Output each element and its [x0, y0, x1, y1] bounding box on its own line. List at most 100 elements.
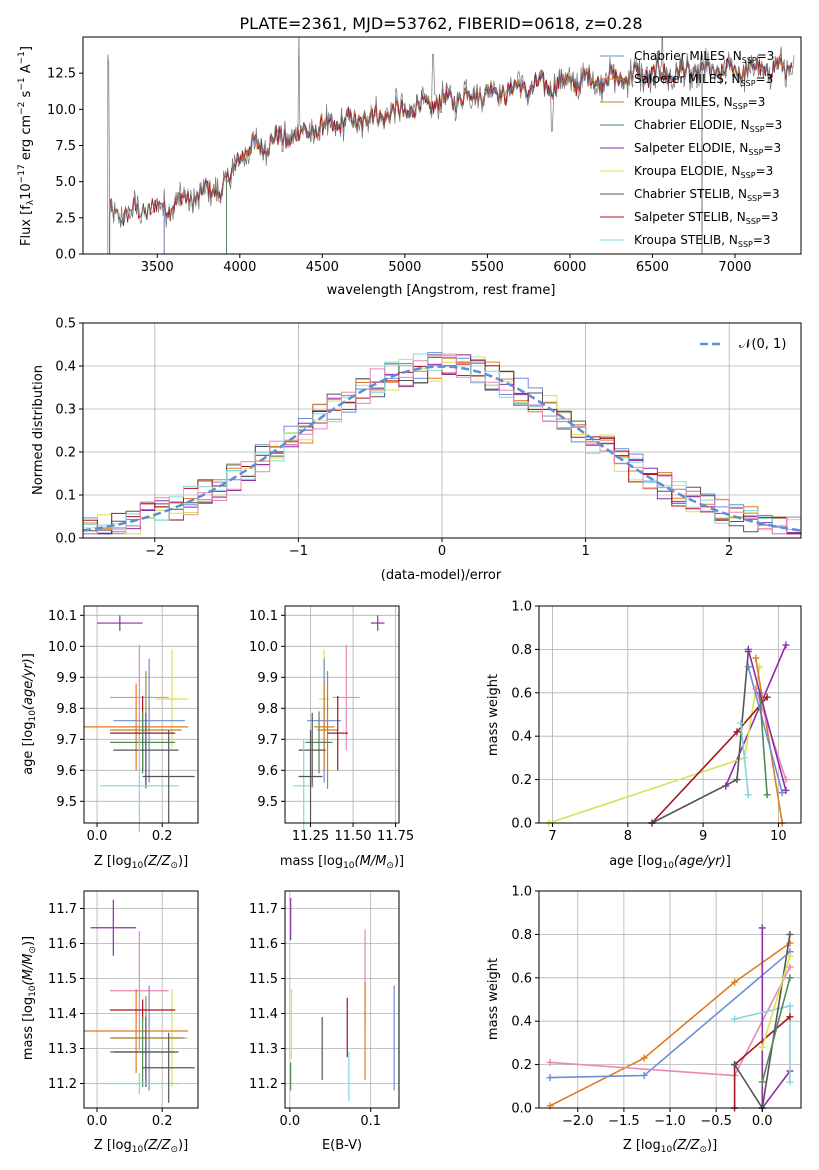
mass-weight-marker [640, 1054, 648, 1062]
massEBV-ticks: 0.0 0.1 11.2 11.3 11.4 11.5 11.6 11.7 [249, 902, 381, 1129]
y-tick-label: 0.0 [511, 1102, 532, 1117]
ageZ-frame [83, 605, 199, 824]
x-tick-label: 6000 [553, 260, 586, 275]
gaussian-curve [82, 365, 802, 532]
y-tick-label: 0.4 [511, 730, 532, 745]
ageZ-xlabel: Z [log10(Z/Z⊙)] [94, 854, 188, 871]
legend-label: Kroupa MILES, NSSP=3 [634, 95, 765, 111]
x-tick-label: 11.50 [334, 829, 371, 844]
y-tick-label: 11.6 [249, 937, 278, 952]
massEBV-frame [284, 890, 400, 1109]
residuals-histograms [83, 352, 801, 535]
x-tick-label: 3500 [141, 260, 174, 275]
mass-weight-marker [786, 1078, 794, 1086]
mwZ-ylabel: mass weight [486, 958, 501, 1040]
y-tick-label: 11.5 [249, 972, 278, 987]
x-tick-label: 4500 [306, 260, 339, 275]
mass-weight-marker [733, 776, 741, 784]
massweight-vs-Z-panel: −2.0 −1.5 −1.0 −0.5 0.0 0.0 0.2 0.4 0.6 0.8 1.0 [511, 885, 802, 1130]
ageZ-ylabel: age [log10(age/yr)] [21, 653, 38, 775]
mass-weight-marker [786, 930, 794, 938]
massEBV-grid [285, 891, 399, 1108]
massweight-vs-age-panel: 7 8 9 10 0.0 0.2 0.4 0.6 0.8 1.0 [511, 600, 802, 844]
mwZ-xlabel: Z [log10(Z/Z⊙)] [623, 1138, 717, 1155]
mass-weight-marker [786, 1013, 794, 1021]
y-tick-label: 0.8 [511, 928, 532, 943]
x-tick-label: 0.0 [752, 1114, 773, 1129]
y-tick-label: 11.4 [249, 1007, 278, 1022]
massZ-xlabel: Z [log10(Z/Z⊙)] [94, 1138, 188, 1155]
mass-weight-marker [546, 1074, 554, 1082]
mass-weight-marker [546, 1058, 554, 1066]
y-tick-label: 0.4 [511, 1015, 532, 1030]
x-tick-label: −1.5 [608, 1114, 640, 1129]
residuals-frame [82, 322, 802, 539]
mass-weight-marker [763, 791, 771, 799]
y-tick-label: 11.3 [48, 1042, 77, 1057]
legend-label: Chabrier ELODIE, NSSP=3 [634, 118, 782, 134]
mass-weight-marker [731, 1015, 739, 1023]
y-tick-label: 10.1 [249, 609, 278, 624]
x-tick-label: 4000 [223, 260, 256, 275]
mwAge-data [545, 641, 790, 827]
mass-weight-marker [786, 1002, 794, 1010]
mass-weight-marker [744, 645, 752, 653]
age-vs-mass-panel: 11.25 11.50 11.75 9.5 9.6 9.7 9.8 9.9 10.0 10.1 [249, 605, 414, 844]
y-tick-label: 11.4 [48, 1007, 77, 1022]
y-tick-label: 5.0 [55, 175, 76, 190]
y-tick-label: 9.6 [257, 764, 278, 779]
y-tick-label: 11.7 [249, 902, 278, 917]
ageMass-data [293, 615, 385, 833]
legend-label: Salpeter MILES, NSSP=3 [634, 72, 773, 88]
y-tick-label: 9.7 [257, 733, 278, 748]
mass-weight-line [740, 723, 750, 795]
massZ-data [84, 899, 195, 1103]
y-tick-label: 0.2 [511, 773, 532, 788]
legend-label: Chabrier MILES, NSSP=3 [634, 49, 774, 65]
mass-weight-marker [786, 952, 794, 960]
spectrum-panel: 3500 4000 4500 5000 5500 6000 6500 7000 0.0 2.5 5.… [47, 36, 802, 275]
ageMass-frame [284, 605, 400, 824]
legend-gauss-label: 𝒩(0, 1) [739, 337, 786, 352]
ageMass-xlabel: mass [log10(M/M⊙)] [280, 854, 404, 871]
legend-label: Salpeter ELODIE, NSSP=3 [634, 141, 781, 157]
y-tick-label: 12.5 [47, 67, 76, 82]
mass-weight-marker [782, 641, 790, 649]
x-tick-label: 5500 [471, 260, 504, 275]
x-tick-label: 0.0 [87, 829, 108, 844]
y-tick-label: 9.5 [257, 795, 278, 810]
spectrum-series [109, 57, 793, 254]
mass-weight-marker [786, 939, 794, 947]
spectrum-legend: Chabrier MILES, NSSP=3 Salpeter MILES, NS… [600, 49, 782, 249]
mass-weight-marker [731, 978, 739, 986]
mass-weight-marker [744, 791, 752, 799]
mwZ-ticks: −2.0 −1.5 −1.0 −0.5 0.0 0.0 0.2 0.4 0.6 0.8 1.0 [511, 885, 772, 1130]
ageZ-grid [84, 606, 198, 823]
x-tick-label: 6500 [636, 260, 669, 275]
ageZ-data [84, 615, 195, 833]
residuals-ticks: −2 −1 0 1 2 0.0 0.1 0.2 0.3 0.4 0.5 [55, 317, 733, 560]
x-tick-label: 8 [624, 829, 632, 844]
mass-weight-marker [778, 789, 786, 797]
x-tick-label: 0.1 [360, 1114, 381, 1129]
mwAge-ylabel: mass weight [486, 674, 501, 756]
mwAge-frame [538, 605, 802, 824]
x-tick-label: 0.0 [280, 1114, 301, 1129]
y-tick-label: 10.0 [48, 640, 77, 655]
y-tick-label: 2.5 [55, 211, 76, 226]
mass-weight-marker [752, 654, 760, 662]
spectrum-ticks: 3500 4000 4500 5000 5500 6000 6500 7000 0.0 2.5 5.… [47, 67, 751, 275]
mass-weight-line [761, 977, 791, 1083]
x-tick-label: 0 [438, 544, 446, 559]
x-tick-label: 0.0 [87, 1114, 108, 1129]
x-tick-label: 0.2 [152, 1114, 173, 1129]
mass-vs-EBV-panel: 0.0 0.1 11.2 11.3 11.4 11.5 11.6 11.7 [249, 890, 400, 1129]
mwAge-xlabel: age [log10(age/yr)] [609, 854, 731, 871]
mass-weight-marker [733, 728, 741, 736]
y-tick-label: 9.5 [56, 795, 77, 810]
y-tick-label: 0.5 [55, 317, 76, 332]
mass-weight-marker [786, 963, 794, 971]
y-tick-label: 7.5 [55, 139, 76, 154]
y-tick-label: 9.9 [257, 671, 278, 686]
mass-weight-marker [786, 974, 794, 982]
